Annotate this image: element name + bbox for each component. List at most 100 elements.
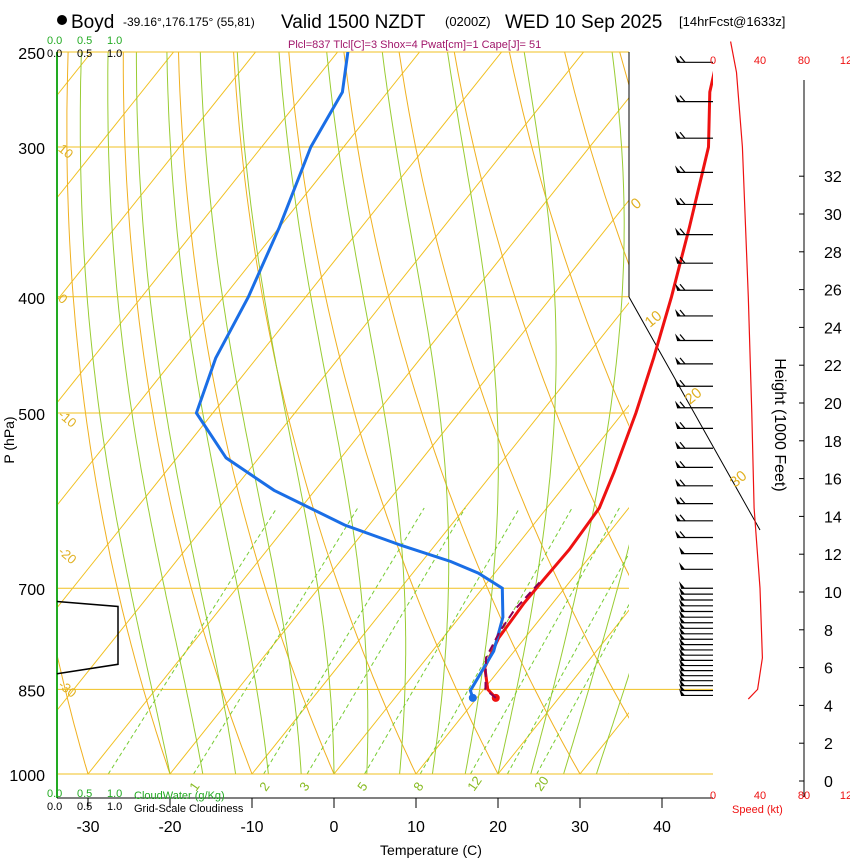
height-tick-label: 26 <box>824 283 842 300</box>
mixing-ratio-label: 3 <box>296 779 312 794</box>
mixing-ratio-2 <box>263 507 425 775</box>
moist-adiabat--20 <box>79 52 171 775</box>
wind-barb <box>675 513 713 522</box>
isotherm--70 <box>57 52 338 404</box>
height-tick-label: 0 <box>824 774 833 791</box>
wind-barb <box>679 621 713 629</box>
height-tick-label: 30 <box>824 207 842 224</box>
cloudiness-legend-title: Grid-Scale Cloudiness <box>134 803 244 815</box>
dry-adiabat--40 <box>0 52 6 774</box>
valid-date: WED 10 Sep 2025 <box>505 12 662 33</box>
wind-barb <box>679 598 713 607</box>
mixing-ratio-label: 5 <box>354 779 370 794</box>
dry-adiabat-70 <box>564 52 629 267</box>
moist-adiabat--16 <box>107 52 204 775</box>
height-tick-label: 28 <box>824 245 842 262</box>
isotherm--80 <box>57 52 256 302</box>
wind-speed-scale-top: 40 <box>754 55 766 67</box>
isobar-lines <box>57 51 713 775</box>
wind-barb <box>679 653 713 661</box>
moist-adiabat-16 <box>447 52 499 775</box>
dry-adiabat-110 <box>785 52 850 774</box>
wind-barb <box>679 688 713 697</box>
moist-adiabat-32 <box>595 672 629 775</box>
height-axis-title: Height (1000 Feet) <box>771 358 788 491</box>
dry-adiabat-0 <box>178 52 335 775</box>
isotherm-50 <box>744 52 850 774</box>
wind-barb <box>679 632 713 640</box>
wind-barbs <box>675 55 713 697</box>
mixing-ratio-20 <box>536 603 629 775</box>
moist-adiabat--12 <box>135 52 237 775</box>
mixing-ratio-5 <box>364 507 520 775</box>
x-axis-title: Temperature (C) <box>380 842 482 858</box>
y-axis-title: P (hPa) <box>1 416 17 463</box>
cloudiness-scale-bottom: 0.5 <box>77 801 92 813</box>
wind-speed-profile <box>730 41 764 700</box>
station-name: Boyd <box>71 12 114 33</box>
height-tick-label: 24 <box>824 320 842 337</box>
wind-barb <box>679 683 713 692</box>
p-tick-label: 700 <box>18 582 45 599</box>
wind-barb <box>675 256 713 264</box>
x-tick-label: -20 <box>158 819 181 836</box>
station-coords: -39.16°,176.175° (55,81) <box>123 15 255 29</box>
isotherm-label: -30 <box>56 677 80 701</box>
cloudiness-profile <box>56 600 119 675</box>
cloudwater-scale-bottom: 0.0 <box>47 788 62 800</box>
height-tick-label: 10 <box>824 585 842 602</box>
wind-barb <box>675 400 713 409</box>
wind-barb <box>679 678 713 687</box>
x-tick-label: 20 <box>489 819 507 836</box>
wind-barb <box>675 55 713 63</box>
isotherm-10 <box>415 506 629 775</box>
cloudwater-scale-bottom: 1.0 <box>107 788 122 800</box>
plot-diagonal-edge <box>628 296 761 531</box>
height-tick-label: 4 <box>824 698 833 715</box>
cloudwater-legend-title: CloudWater (g/Kg) <box>134 790 225 802</box>
x-tick-label: -30 <box>76 819 99 836</box>
mixing-ratio-lines <box>107 507 629 775</box>
mixing-ratio-16 <box>506 552 629 775</box>
height-tick-label: 8 <box>824 623 833 640</box>
cloudiness-scale-top: 1.0 <box>107 48 122 60</box>
dry-adiabat-80 <box>619 52 629 87</box>
wind-barb <box>679 658 713 667</box>
wind-barb <box>679 562 713 570</box>
wind-speed-scale-top: 0 <box>710 55 716 67</box>
mixing-ratio-12 <box>470 507 620 775</box>
wind-barb <box>679 626 713 635</box>
x-tick-label: 40 <box>653 819 671 836</box>
wind-barb <box>679 593 713 601</box>
wind-barb <box>675 283 713 291</box>
wind-speed-scale-bottom: 80 <box>798 790 810 802</box>
wind-barb <box>675 356 713 365</box>
moist-adiabat-8 <box>326 52 407 775</box>
wind-speed-scale-top: 80 <box>798 55 810 67</box>
wind-barb <box>679 604 713 613</box>
dry-adiabat-120 <box>840 52 850 774</box>
wind-barb <box>675 94 713 103</box>
wind-barb <box>675 496 713 505</box>
p-tick-label: 400 <box>18 291 45 308</box>
mixing-ratio-label: 20 <box>531 773 552 793</box>
wind-barb <box>675 441 713 449</box>
p-tick-label: 1000 <box>9 768 45 785</box>
mixing-ratio-label: 2 <box>256 779 272 794</box>
wind-barb <box>675 165 713 173</box>
mixing-ratio-3 <box>306 507 466 775</box>
dry-adiabat-label: 20 <box>682 384 706 408</box>
height-tick-label: 6 <box>824 661 833 678</box>
dry-adiabat-20 <box>288 52 499 775</box>
mixing-ratio-1 <box>193 507 359 775</box>
wind-barb <box>679 637 713 646</box>
height-tick-label: 22 <box>824 358 842 375</box>
wind-barb <box>675 478 713 487</box>
wind-barb <box>679 587 713 595</box>
wind-speed-line <box>730 41 764 700</box>
cloudwater-scale-top: 0.5 <box>77 35 92 47</box>
wind-barb <box>679 668 713 677</box>
cloudiness-scale-top: 0.0 <box>47 48 62 60</box>
moist-adiabat-36 <box>628 773 629 774</box>
